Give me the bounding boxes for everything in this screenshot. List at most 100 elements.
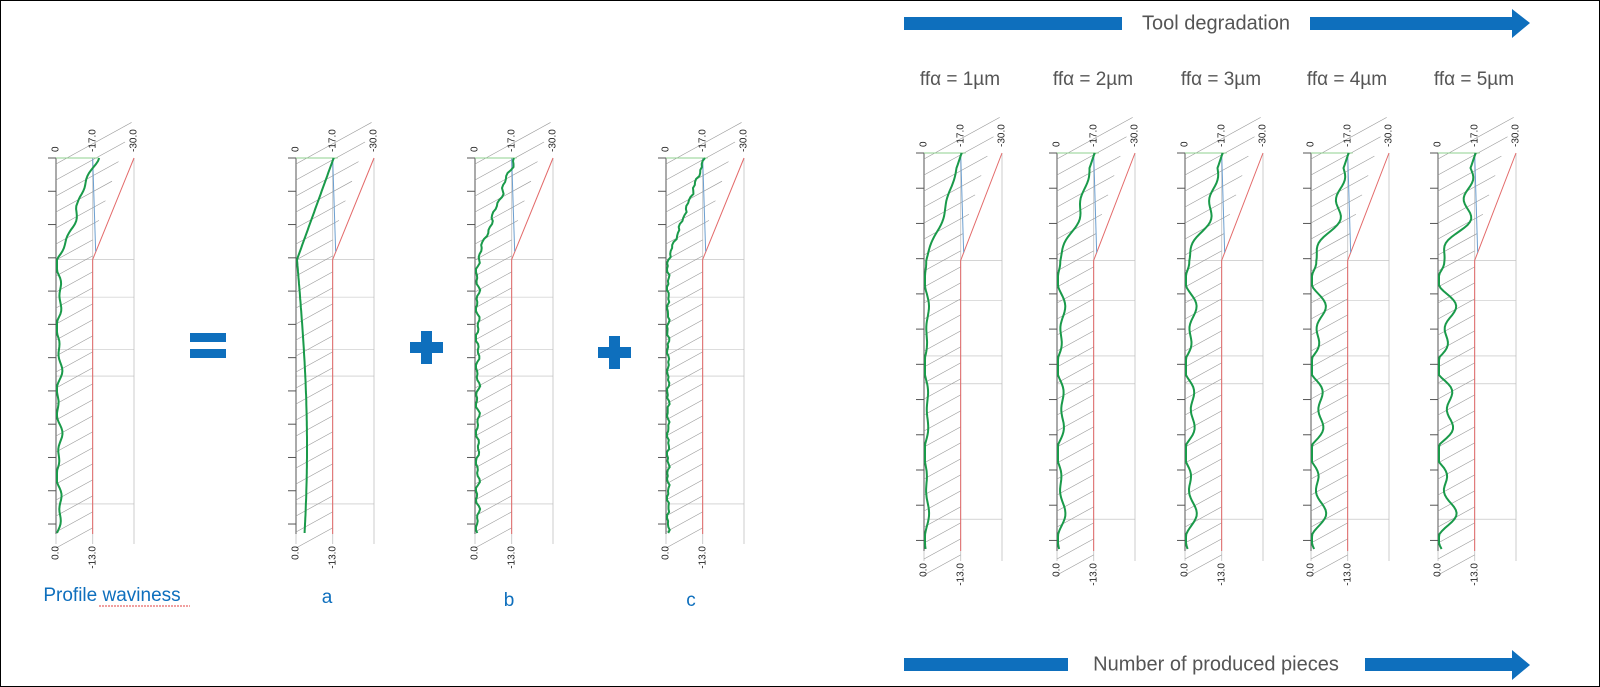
profile-panel: 0 -17.0 -30.0 0.0 -13.0	[1177, 117, 1269, 586]
hatch	[1184, 346, 1222, 368]
hatch	[923, 394, 961, 416]
hatch	[1310, 266, 1348, 288]
hatch	[1437, 330, 1475, 352]
profile-panel: 0 -17.0 -30.0 0.0 -13.0	[1430, 117, 1522, 586]
tolerance-line	[511, 157, 554, 534]
hatch	[923, 442, 961, 464]
hatch	[665, 200, 716, 229]
hatch	[295, 180, 353, 213]
wear-label: ffα = 5µm	[1434, 69, 1514, 90]
hatch	[55, 431, 93, 453]
wear-label: ffα = 4µm	[1307, 69, 1387, 90]
hatch	[923, 474, 961, 496]
hatch	[295, 495, 333, 517]
hatch	[295, 367, 333, 389]
hatch	[1056, 330, 1094, 352]
hatch	[295, 383, 333, 405]
axis-label: -13.0	[1216, 563, 1227, 586]
hatch	[665, 351, 703, 373]
hatch	[665, 335, 703, 357]
hatch	[295, 255, 333, 277]
tolerance-line	[1347, 152, 1390, 551]
hatch	[1310, 474, 1348, 496]
hatch	[1437, 194, 1490, 224]
tolerance-line	[702, 157, 745, 534]
hatch	[55, 239, 93, 261]
axis-label: 0	[51, 146, 62, 152]
hatch	[474, 447, 512, 469]
hatch	[295, 399, 333, 421]
hatch	[474, 319, 512, 341]
axis-label: 0	[1180, 141, 1191, 147]
hatch	[665, 180, 723, 213]
hatch	[665, 239, 703, 261]
hatch	[474, 463, 512, 485]
axis-label: -17.0	[1216, 124, 1227, 147]
axis-label: -13.0	[1469, 563, 1480, 586]
hatch	[665, 122, 742, 165]
axis-label: -17.0	[1088, 124, 1099, 147]
operators	[190, 331, 631, 369]
hatch	[55, 495, 93, 517]
tolerance-line	[1474, 152, 1517, 551]
axis-label: 0.0	[470, 546, 481, 560]
hatch	[1056, 522, 1094, 544]
wear-label: ffα = 2µm	[1053, 69, 1133, 90]
hatch	[474, 351, 512, 373]
hatch	[665, 271, 703, 293]
hatch	[923, 506, 961, 528]
hatch	[665, 287, 703, 309]
tolerance-line	[1474, 152, 1479, 253]
tolerance-line	[511, 157, 516, 252]
hatch	[1437, 214, 1484, 240]
axis-label: -13.0	[506, 546, 517, 569]
hatch	[55, 463, 93, 485]
tolerance-line	[960, 152, 965, 253]
axis-label: 0.0	[661, 546, 672, 560]
hatch	[55, 180, 113, 213]
hatch	[665, 255, 703, 277]
axis-label: -17.0	[327, 129, 338, 152]
hatch	[1056, 314, 1094, 336]
hatch	[1310, 194, 1363, 224]
hatch	[923, 426, 961, 448]
axis-label: 0	[1306, 141, 1317, 147]
hatch	[55, 255, 93, 277]
hatch	[1437, 522, 1475, 544]
hatch	[55, 200, 106, 229]
hatch	[295, 122, 372, 165]
hatch	[55, 383, 93, 405]
plus-bar	[609, 336, 620, 369]
hatch	[1437, 378, 1475, 400]
hatch	[923, 233, 963, 256]
hatch	[1184, 554, 1222, 576]
hatch	[474, 287, 512, 309]
hatch	[1184, 410, 1222, 432]
hatch	[1184, 362, 1222, 384]
hatch	[923, 136, 994, 176]
hatch	[1056, 554, 1094, 576]
axis-label: -17.0	[1469, 124, 1480, 147]
hatch	[55, 319, 93, 341]
profile-curve	[1185, 152, 1224, 550]
hatch	[1184, 490, 1222, 512]
hatch	[55, 527, 93, 549]
hatch	[1310, 410, 1348, 432]
tolerance-line	[1221, 152, 1264, 551]
hatch	[474, 511, 512, 533]
wear-label: ffα = 1µm	[920, 69, 1000, 90]
hatch	[474, 399, 512, 421]
axis-label: -17.0	[955, 124, 966, 147]
axis-label: -13.0	[955, 563, 966, 586]
hatch	[474, 200, 525, 229]
axis-label: -17.0	[1342, 124, 1353, 147]
axis-label: 0.0	[51, 546, 62, 560]
arrow-bar	[904, 658, 1068, 671]
axis-label: 0.0	[1306, 563, 1317, 577]
hatch	[665, 319, 703, 341]
hatch	[474, 141, 545, 181]
axis-label: 0	[291, 146, 302, 152]
axis-label: -13.0	[87, 546, 98, 569]
